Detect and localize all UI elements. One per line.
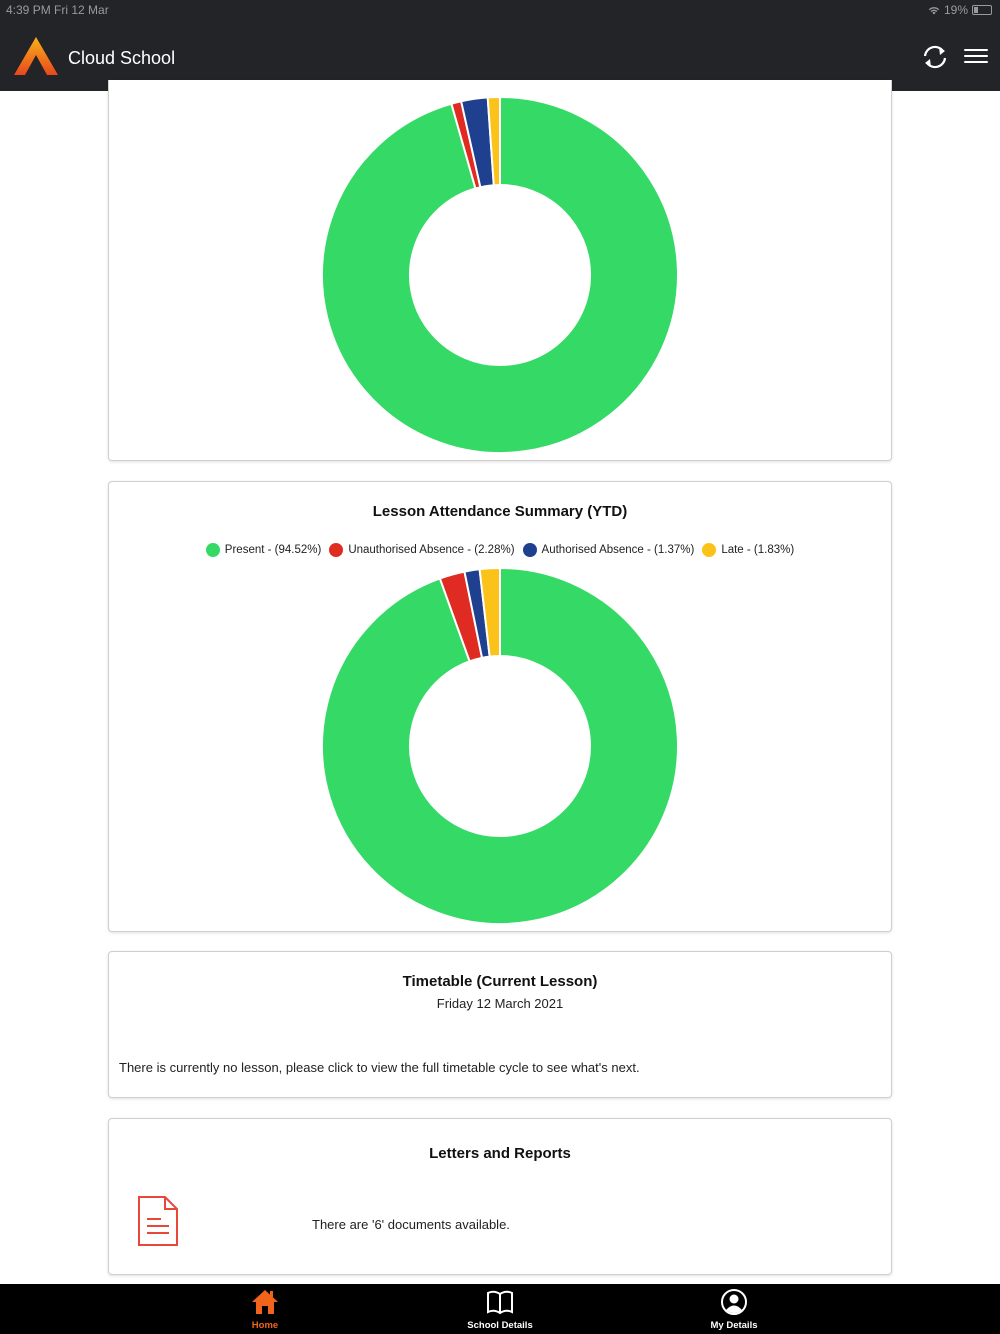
- donut-slice-late[interactable]: [486, 95, 501, 187]
- lesson-attendance-donut-chart: [321, 566, 679, 925]
- bottom-tab-bar: Home School Details My Details: [0, 1284, 1000, 1334]
- legend-label: Late - (1.83%): [721, 544, 795, 556]
- legend-label: Authorised Absence - (1.37%): [541, 544, 695, 556]
- legend-item-late[interactable]: Late - (1.83%): [702, 543, 794, 557]
- legend-dot: [522, 543, 537, 557]
- status-bar: 4:39 PM Fri 12 Mar 19%: [0, 0, 1000, 20]
- home-icon: [252, 1290, 278, 1314]
- timetable-date: Friday 12 March 2021: [436, 996, 564, 1011]
- legend-label: Unauthorised Absence - (2.28%): [348, 544, 515, 556]
- attendance-donut-chart: [321, 95, 679, 454]
- legend-label: Present - (94.52%): [224, 544, 322, 556]
- cloud-school-logo-icon: [14, 37, 58, 75]
- attendance-summary-card[interactable]: [108, 80, 892, 461]
- app-title: Cloud School: [68, 48, 176, 68]
- tab-label: My Details: [710, 1320, 758, 1331]
- letters-reports-card[interactable]: Letters and Reports There are '6' docume…: [108, 1118, 892, 1275]
- lesson-attendance-title: Lesson Attendance Summary (YTD): [372, 503, 628, 520]
- timetable-message: There is currently no lesson, please cli…: [119, 1060, 640, 1075]
- legend-dot: [205, 543, 220, 557]
- timetable-title: Timetable (Current Lesson): [402, 973, 598, 990]
- legend-dot: [329, 543, 344, 557]
- battery-percent: 19%: [943, 3, 968, 17]
- battery-icon: [972, 5, 992, 15]
- tab-label: School Details: [467, 1320, 533, 1331]
- donut-slice-late[interactable]: [478, 566, 501, 658]
- tab-school-details[interactable]: School Details: [430, 1284, 570, 1334]
- tab-my-details[interactable]: My Details: [664, 1284, 804, 1334]
- hamburger-menu-icon[interactable]: [961, 45, 991, 69]
- app-header: Cloud School: [0, 20, 1000, 91]
- chart-legend: Present - (94.52%) Unauthorised Absence …: [109, 543, 891, 557]
- refresh-icon[interactable]: [919, 41, 951, 73]
- legend-item-present[interactable]: Present - (94.52%): [205, 543, 322, 557]
- legend-item-authorised[interactable]: Authorised Absence - (1.37%): [522, 543, 695, 557]
- documents-message: There are '6' documents available.: [312, 1217, 510, 1232]
- user-circle-icon: [721, 1289, 747, 1315]
- tab-label: Home: [251, 1320, 279, 1331]
- status-time: 4:39 PM Fri 12 Mar: [6, 3, 109, 17]
- legend-item-unauthorised[interactable]: Unauthorised Absence - (2.28%): [329, 543, 515, 557]
- letters-title: Letters and Reports: [429, 1145, 571, 1162]
- donut-slice-present[interactable]: [321, 95, 679, 454]
- document-icon: [138, 1196, 178, 1246]
- status-battery: 19%: [928, 3, 992, 17]
- legend-dot: [702, 543, 717, 557]
- wifi-icon: [928, 6, 940, 14]
- lesson-attendance-card[interactable]: Lesson Attendance Summary (YTD) Present …: [108, 481, 892, 932]
- donut-slice-present[interactable]: [321, 566, 679, 925]
- tab-home[interactable]: Home: [195, 1284, 335, 1334]
- timetable-card[interactable]: Timetable (Current Lesson) Friday 12 Mar…: [108, 951, 892, 1098]
- book-icon: [487, 1290, 513, 1315]
